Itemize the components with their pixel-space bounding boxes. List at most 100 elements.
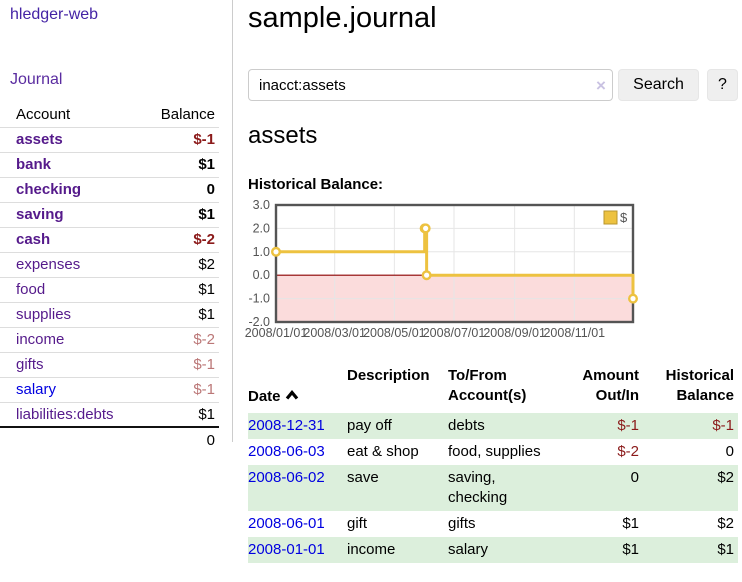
svg-text:2008/09/01: 2008/09/01 (483, 326, 546, 340)
accounts-body: assets $-1 bank $1 checking 0 saving $1 … (0, 127, 219, 427)
transaction-accounts: food, supplies (448, 443, 541, 460)
sidebar-item-journal[interactable]: Journal (10, 71, 63, 88)
sidebar: hledger-web Journal Account Balance asse… (0, 0, 233, 449)
register-header-date-label: Date (248, 388, 281, 405)
register-header-balance: Historical Balance (665, 367, 734, 404)
register-header-description: Description (347, 367, 430, 384)
account-link[interactable]: expenses (16, 256, 81, 273)
account-link[interactable]: gifts (16, 356, 44, 373)
transaction-amount: $-2 (617, 443, 639, 460)
transaction-amount: $1 (622, 541, 639, 558)
transaction-accounts: gifts (448, 515, 476, 532)
account-row: gifts $-1 (0, 352, 219, 377)
transaction-accounts: debts (448, 417, 485, 434)
account-link[interactable]: supplies (16, 306, 72, 323)
search-button[interactable]: Search (618, 69, 699, 101)
table-row: 2008-12-31 pay off debts $-1 $-1 (248, 413, 738, 439)
page-title: sample.journal (248, 2, 437, 34)
account-row: bank $1 (0, 152, 219, 177)
account-balance: $1 (198, 206, 215, 223)
transaction-amount: $-1 (617, 417, 639, 434)
transaction-description: pay off (347, 417, 392, 434)
transaction-accounts: saving, checking (448, 469, 508, 506)
svg-text:2008/01/01: 2008/01/01 (245, 326, 308, 340)
account-row: supplies $1 (0, 302, 219, 327)
transaction-balance: $2 (717, 515, 734, 532)
account-row: salary $-1 (0, 377, 219, 402)
transaction-balance: $2 (717, 469, 734, 486)
svg-text:$: $ (620, 210, 628, 225)
account-row: cash $-2 (0, 227, 219, 252)
accounts-table: Account Balance assets $-1 bank $1 check… (0, 102, 219, 452)
app-brand-link[interactable]: hledger-web (10, 6, 99, 23)
clear-search-icon[interactable]: × (596, 76, 606, 95)
account-link[interactable]: saving (16, 206, 64, 223)
transaction-amount: 0 (630, 469, 639, 486)
svg-text:2008/11/01: 2008/11/01 (543, 326, 605, 340)
account-row: income $-2 (0, 327, 219, 352)
account-row: saving $1 (0, 202, 219, 227)
account-balance: $1 (198, 306, 215, 323)
register-header-row: Date Description To/From Account(s) Amou… (248, 362, 738, 413)
transaction-date-link[interactable]: 2008-06-01 (248, 515, 325, 532)
account-heading: assets (248, 122, 318, 149)
transaction-description: gift (347, 515, 368, 532)
account-link[interactable]: assets (16, 131, 63, 148)
account-balance: $1 (198, 281, 215, 298)
transaction-date-link[interactable]: 2008-12-31 (248, 417, 325, 434)
register-header-amount: Amount Out/In (582, 367, 639, 404)
register-header-date[interactable]: Date (248, 362, 347, 413)
account-row: assets $-1 (0, 127, 219, 152)
account-link[interactable]: liabilities:debts (16, 405, 114, 423)
account-balance: $2 (198, 256, 215, 273)
transaction-description: eat & shop (347, 443, 419, 460)
transaction-description: income (347, 541, 396, 558)
search-input[interactable] (248, 69, 613, 101)
balance-chart-svg: $3.0 2.0 1.0 0.0 -1.0 -2.02008/01/012008/03/0… (245, 198, 639, 340)
transaction-date-link[interactable]: 2008-06-02 (248, 469, 325, 486)
table-row: 2008-06-01 gift gifts $1 $2 (248, 511, 738, 537)
svg-text:2008/05/01: 2008/05/01 (363, 326, 426, 340)
accounts-total-row: 0 (0, 427, 219, 452)
account-balance: $1 (198, 405, 215, 423)
transaction-balance: $-1 (712, 417, 734, 434)
svg-text:2008/07/01: 2008/07/01 (423, 326, 486, 340)
register-body: 2008-12-31 pay off debts $-1 $-1 2008-06… (248, 413, 738, 563)
accounts-total-value: 0 (206, 431, 215, 449)
svg-text:1.0: 1.0 (253, 245, 270, 259)
accounts-header-row: Account Balance (0, 102, 219, 127)
account-row: checking 0 (0, 177, 219, 202)
transaction-date-link[interactable]: 2008-01-01 (248, 541, 325, 558)
svg-text:-1.0: -1.0 (248, 292, 270, 306)
account-row: expenses $2 (0, 252, 219, 277)
transaction-balance: 0 (725, 443, 734, 460)
chart-title: Historical Balance: (248, 176, 384, 193)
sort-ascending-icon (285, 386, 299, 406)
account-link[interactable]: income (16, 331, 65, 348)
svg-text:-2.0: -2.0 (248, 315, 270, 329)
register-table: Date Description To/From Account(s) Amou… (248, 362, 738, 563)
account-link[interactable]: food (16, 281, 46, 298)
accounts-header-balance: Balance (160, 105, 215, 123)
balance-chart: $3.0 2.0 1.0 0.0 -1.0 -2.0 2008/01/01 2008/03/0… (244, 198, 644, 347)
account-link[interactable]: cash (16, 231, 51, 248)
account-balance: $-1 (193, 381, 215, 398)
account-link[interactable]: bank (16, 156, 52, 173)
register-header-accounts: To/From Account(s) (448, 367, 527, 404)
transaction-accounts: salary (448, 541, 489, 558)
transaction-amount: $1 (622, 515, 639, 532)
table-row: 2008-06-03 eat & shop food, supplies $-2… (248, 439, 738, 465)
account-balance: $-1 (193, 356, 215, 373)
account-link[interactable]: checking (16, 181, 82, 198)
accounts-header-account: Account (16, 105, 71, 123)
help-button[interactable]: ? (707, 69, 738, 101)
account-link[interactable]: salary (16, 381, 57, 398)
transaction-description: save (347, 469, 379, 486)
account-row: liabilities:debts $1 (0, 402, 219, 427)
svg-text:2.0: 2.0 (253, 221, 270, 235)
table-row: 2008-06-02 save saving, checking 0 $2 (248, 465, 738, 511)
svg-text:0.0: 0.0 (253, 268, 270, 282)
table-row: 2008-01-01 income salary $1 $1 (248, 537, 738, 563)
svg-text:2008/03/01: 2008/03/01 (303, 326, 366, 340)
transaction-date-link[interactable]: 2008-06-03 (248, 443, 325, 460)
